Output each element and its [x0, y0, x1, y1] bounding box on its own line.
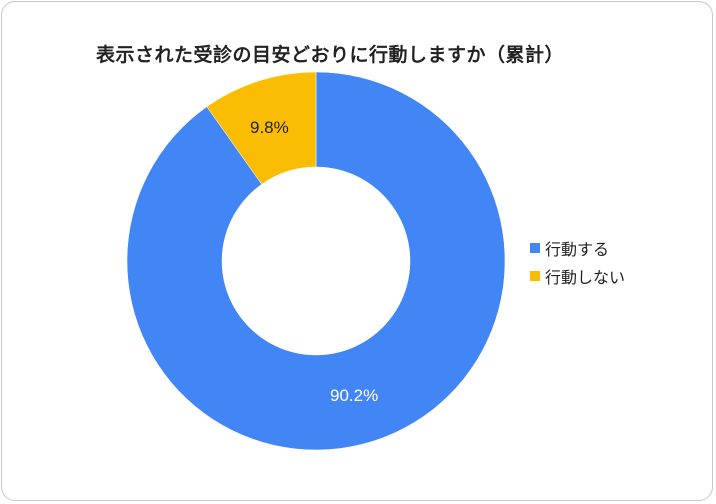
slice-not-act[interactable]	[206, 71, 317, 185]
legend-item-not-act[interactable]: 行動しない	[530, 262, 625, 290]
data-label-not-act: 9.8%	[250, 118, 289, 137]
legend: 行動する 行動しない	[530, 234, 625, 290]
chart-title: 表示された受診の目安どおりに行動しますか（累計）	[96, 44, 565, 66]
legend-swatch-icon	[530, 243, 540, 253]
slice-act[interactable]	[126, 71, 506, 451]
legend-label: 行動する	[545, 240, 610, 259]
legend-label: 行動しない	[545, 268, 626, 287]
data-label-act: 90.2%	[330, 386, 379, 405]
legend-item-act[interactable]: 行動する	[530, 234, 625, 262]
legend-swatch-icon	[530, 271, 540, 281]
